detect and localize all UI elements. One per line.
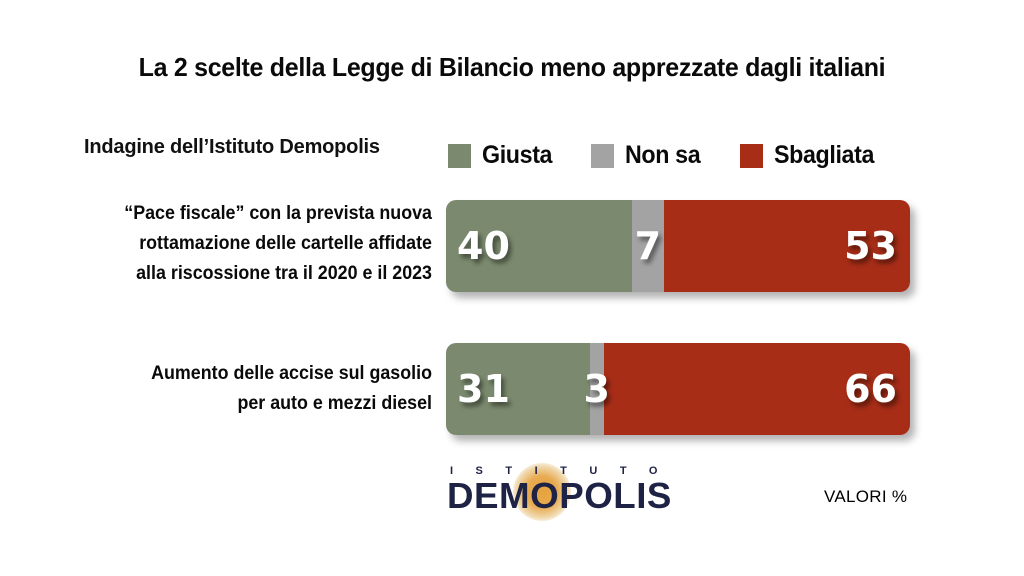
category-label-line: Aumento delle accise sul gasolio [151, 363, 433, 384]
stacked-bar-accise-gasolio: 31 3 66 [446, 343, 910, 435]
value-label-sbagliata: 53 [844, 224, 897, 268]
logo-orange-circle-icon [513, 463, 571, 521]
value-label-sbagliata: 66 [844, 367, 897, 411]
category-label-pace-fiscale: “Pace fiscale” con la prevista nuova rot… [26, 199, 432, 289]
survey-source-label: Indagine dell’Istituto Demopolis [84, 136, 380, 158]
legend-swatch-non-sa-icon [591, 143, 615, 168]
logo-istituto-text: ISTITUTO [450, 465, 680, 477]
category-label-line: per auto e mezzi diesel [237, 393, 432, 414]
value-label-giusta: 31 [457, 367, 510, 411]
category-label-line: “Pace fiscale” con la prevista nuova [124, 203, 432, 224]
legend-item-giusta: Giusta [448, 141, 557, 170]
bar-segment-giusta: 31 [446, 343, 590, 435]
legend-label-giusta: Giusta [482, 141, 553, 169]
value-label-giusta: 40 [457, 224, 510, 268]
category-label-line: rottamazione delle cartelle affidate [139, 233, 432, 254]
legend-label-non-sa: Non sa [625, 141, 701, 169]
value-label-non-sa: 3 [583, 367, 611, 411]
bar-segment-sbagliata: 53 [664, 200, 910, 292]
legend-item-sbagliata: Sbagliata [740, 141, 882, 170]
bar-segment-non-sa: 3 [584, 343, 610, 435]
page-title: La 2 scelte della Legge di Bilancio meno… [138, 52, 886, 82]
legend-item-non-sa: Non sa [591, 141, 706, 170]
stacked-bar-pace-fiscale: 40 7 53 [446, 200, 910, 292]
bar-segment-giusta: 40 [446, 200, 632, 292]
chart-legend: Giusta Non sa Sbagliata [448, 141, 882, 170]
legend-swatch-sbagliata-icon [740, 143, 764, 168]
legend-label-sbagliata: Sbagliata [774, 141, 875, 169]
demopolis-logo: ISTITUTO DEMOPOLIS [447, 463, 683, 521]
bar-segment-non-sa: 7 [631, 200, 665, 292]
logo-demopolis-text: DEMOPOLIS [447, 475, 672, 516]
legend-swatch-giusta-icon [448, 143, 471, 168]
category-label-accise-gasolio: Aumento delle accise sul gasolio per aut… [26, 359, 432, 419]
bar-segment-sbagliata: 66 [603, 343, 910, 435]
valori-percent-label: VALORI % [824, 487, 908, 506]
category-label-line: alla riscossione tra il 2020 e il 2023 [136, 263, 432, 284]
value-label-non-sa: 7 [634, 224, 662, 268]
